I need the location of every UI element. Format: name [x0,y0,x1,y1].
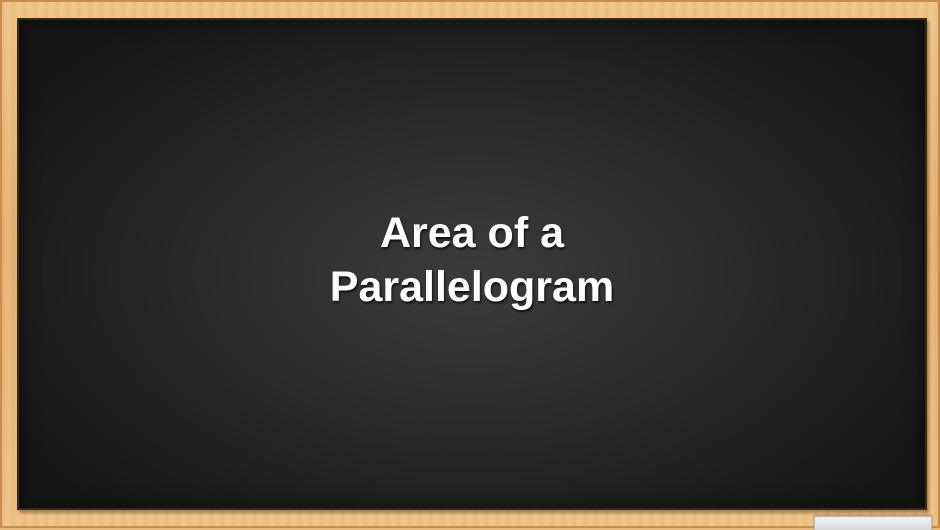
chalk-eraser [814,516,932,530]
slide-title-line-2: Parallelogram [329,263,615,311]
slide-title: Area of a Parallelogram [2,206,940,314]
slide-title-line-1: Area of a [379,209,564,257]
chalkboard [17,18,927,510]
